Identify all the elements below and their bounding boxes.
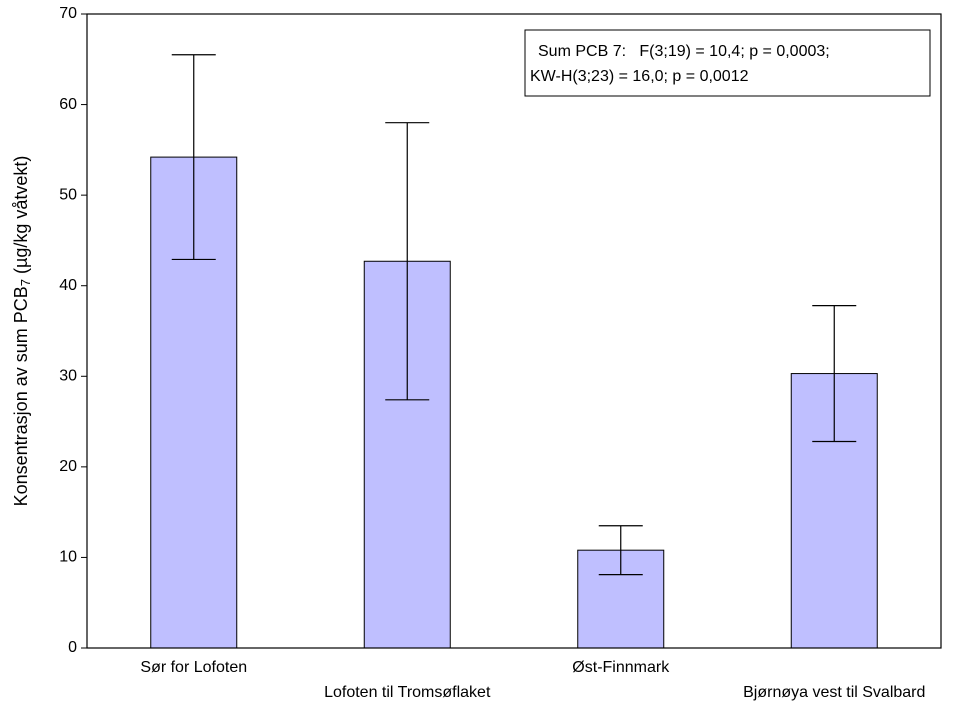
plot-frame <box>86 13 942 649</box>
x-tick-label: Bjørnøya vest til Svalbard <box>743 684 925 701</box>
error-bar <box>812 305 857 443</box>
y-label-units: (µg/kg våtvekt) <box>11 156 31 274</box>
annotation-line: KW-H(3;23) = 16,0; p = 0,0012 <box>530 68 749 85</box>
x-tick-label: Lofoten til Tromsøflaket <box>324 684 491 701</box>
error-bar <box>598 525 643 576</box>
y-axis-label: Konsentrasjon av sum PCB7 (µg/kg våtvekt) <box>11 156 34 507</box>
error-bar <box>171 54 216 261</box>
y-label-subscript: 7 <box>18 279 33 286</box>
x-tick-label: Øst-Finnmark <box>572 659 670 676</box>
y-tick-label: 30 <box>59 368 77 385</box>
annotation-box <box>524 29 931 97</box>
y-tick-label: 40 <box>59 277 77 294</box>
y-tick-label: 10 <box>59 549 77 566</box>
annotation-line: Sum PCB 7: F(3;19) = 10,4; p = 0,0003; <box>538 43 830 60</box>
error-bar <box>385 122 430 401</box>
y-tick-label: 0 <box>68 639 77 656</box>
y-tick-label: 50 <box>59 186 77 203</box>
y-tick-label: 20 <box>59 458 77 475</box>
y-label-main: Konsentrasjon av sum PCB <box>11 286 31 506</box>
y-tick-label: 70 <box>59 5 77 22</box>
y-tick-label: 60 <box>59 96 77 113</box>
x-tick-label: Sør for Lofoten <box>140 659 247 676</box>
